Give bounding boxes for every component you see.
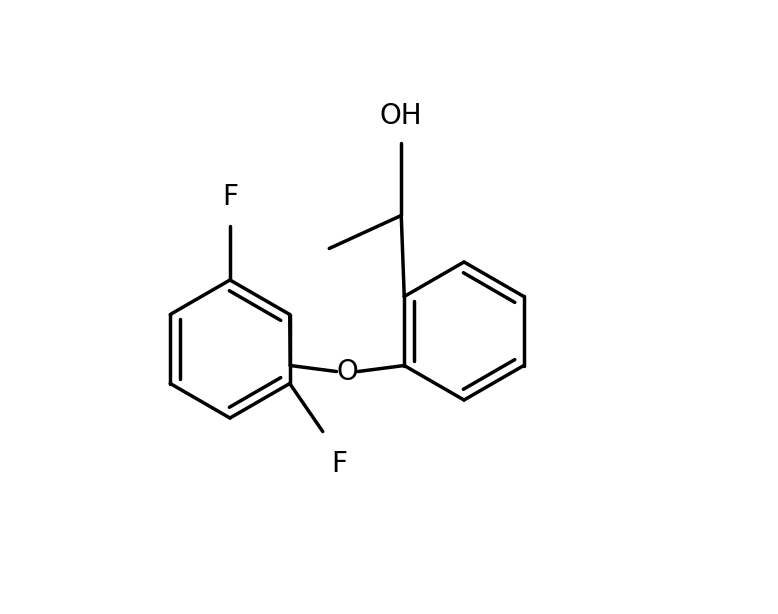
Text: F: F — [331, 449, 348, 478]
Text: OH: OH — [380, 103, 422, 130]
Text: O: O — [336, 357, 358, 386]
Text: F: F — [222, 183, 238, 211]
